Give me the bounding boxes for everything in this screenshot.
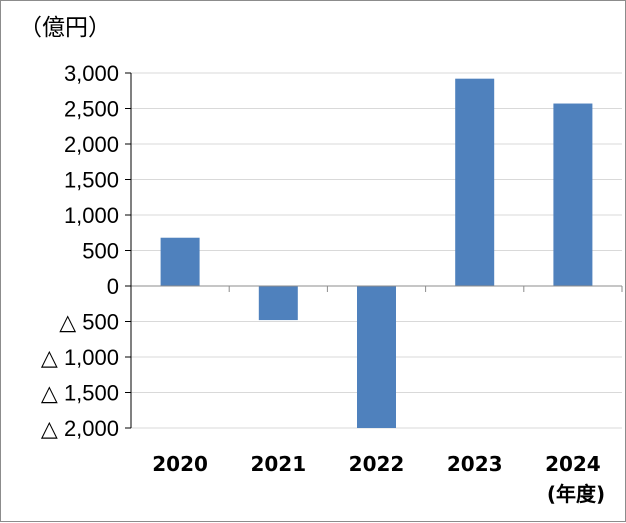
- axes: [125, 72, 623, 429]
- bar-2021: [258, 286, 298, 321]
- y-tick-label: 3,000: [64, 61, 119, 86]
- bar-2023: [455, 78, 495, 287]
- x-tick-label: 2024: [545, 452, 601, 476]
- y-tick-label: 2,000: [64, 132, 119, 157]
- x-tick-label: 2022: [349, 452, 405, 476]
- y-tick-label: 2,500: [64, 97, 119, 122]
- x-axis-unit: (年度): [547, 482, 605, 506]
- x-tick-label: 2023: [447, 452, 503, 476]
- y-tick-label: △ 1,000: [41, 345, 119, 370]
- bars: [160, 78, 593, 428]
- bar-2024: [553, 103, 593, 286]
- y-tick-label: △ 500: [59, 310, 119, 335]
- x-tick-label: 2021: [250, 452, 306, 476]
- bar-2022: [357, 286, 396, 428]
- y-tick-label: △ 1,500: [41, 381, 119, 406]
- x-tick-label: 2020: [152, 452, 208, 476]
- bar-2020: [160, 237, 200, 286]
- y-tick-labels: 3,000 2,500 2,000 1,500 1,000 500 0 △ 500 △ 1,00…: [41, 61, 119, 441]
- y-tick-label: △ 2,000: [41, 416, 119, 441]
- y-tick-label: 0: [107, 274, 119, 299]
- y-tick-label: 1,000: [64, 203, 119, 228]
- y-axis-unit: （億円）: [19, 15, 111, 41]
- y-tick-label: 1,500: [64, 168, 119, 193]
- x-tick-labels: 2020 2021 2022 2023 2024: [152, 452, 600, 476]
- y-tick-label: 500: [82, 239, 119, 264]
